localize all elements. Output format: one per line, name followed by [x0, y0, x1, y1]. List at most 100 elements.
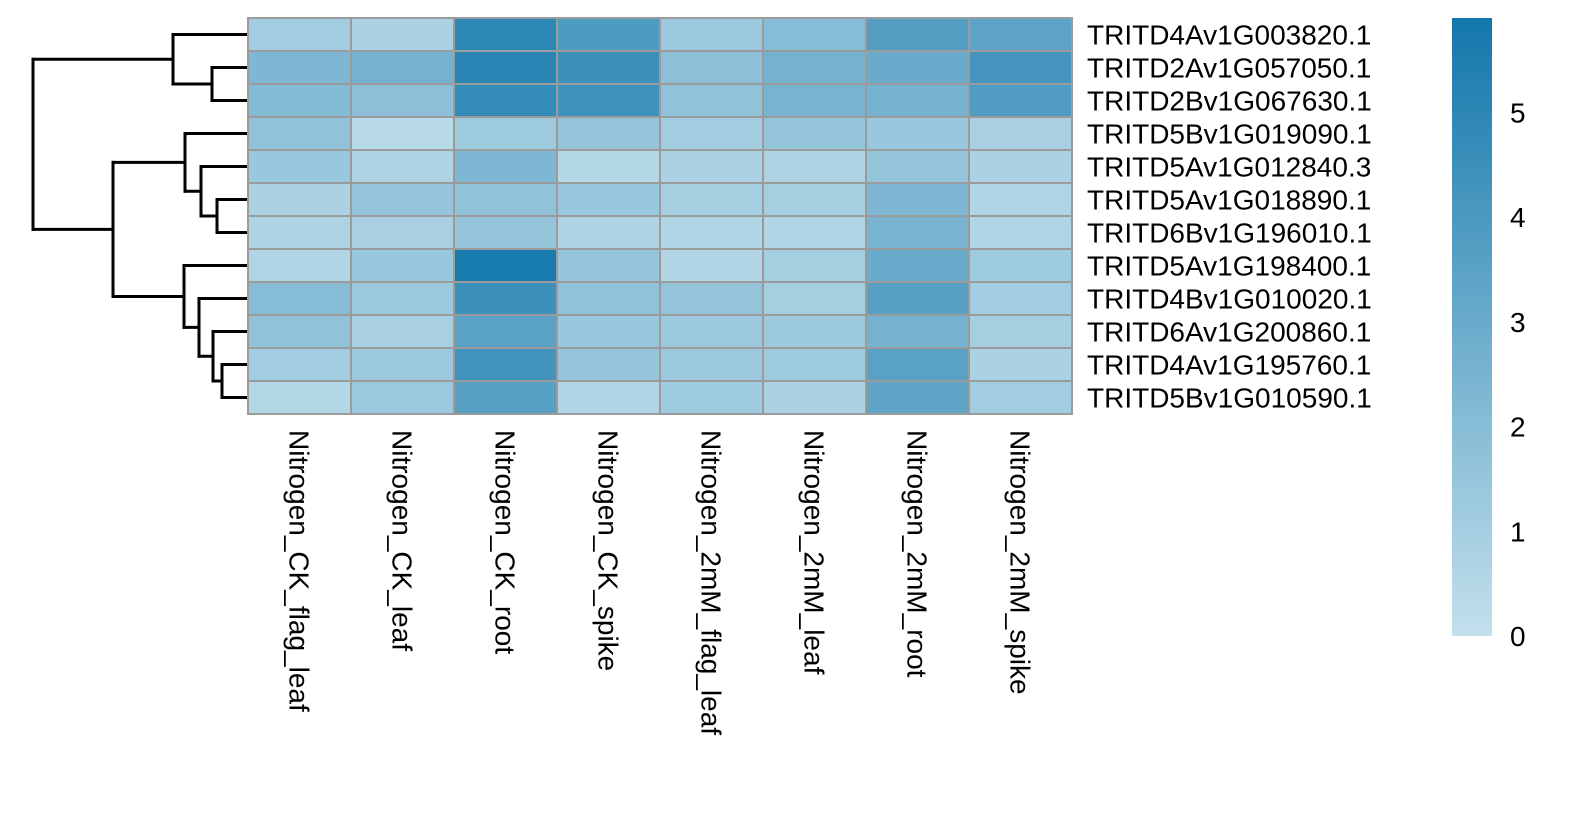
heatmap-cell: [247, 50, 352, 85]
heatmap-cell: [247, 347, 352, 382]
heatmap-cell: [865, 347, 970, 382]
heatmap-cell: [762, 314, 867, 349]
heatmap-cells: [247, 17, 1073, 415]
heatmap-cell: [556, 215, 661, 250]
legend-tick-label: 1: [1510, 516, 1526, 547]
heatmap-cell: [968, 215, 1073, 250]
heatmap-cell: [968, 314, 1073, 349]
heatmap-cell: [556, 182, 661, 217]
heatmap-cell: [453, 83, 558, 118]
heatmap-cell: [453, 281, 558, 316]
heatmap-cell: [762, 149, 867, 184]
heatmap-cell: [556, 149, 661, 184]
heatmap-cell: [247, 248, 352, 283]
heatmap-cell: [453, 50, 558, 85]
heatmap-cell: [350, 281, 455, 316]
heatmap-cell: [556, 248, 661, 283]
heatmap-cell: [350, 314, 455, 349]
row-label: TRITD2Av1G057050.1: [1087, 53, 1371, 84]
heatmap-cell: [659, 50, 764, 85]
heatmap-cell: [762, 17, 867, 52]
heatmap-cell: [350, 116, 455, 151]
legend-color-bar: [1452, 18, 1492, 636]
heatmap-cell: [659, 83, 764, 118]
heatmap-cell: [865, 380, 970, 415]
heatmap-cell: [762, 83, 867, 118]
heatmap-cell: [556, 314, 661, 349]
column-labels: Nitrogen_CK_flag_leaf Nitrogen_CK_leaf Nit…: [284, 430, 1036, 735]
heatmap-cell: [556, 83, 661, 118]
heatmap-cell: [350, 50, 455, 85]
heatmap-cell: [762, 50, 867, 85]
heatmap-cell: [865, 83, 970, 118]
heatmap-cell: [556, 380, 661, 415]
row-label: TRITD5Av1G198400.1: [1087, 251, 1371, 282]
heatmap-cell: [556, 50, 661, 85]
heatmap-cell: [968, 116, 1073, 151]
heatmap-cell: [659, 149, 764, 184]
heatmap-cell: [968, 281, 1073, 316]
column-label: Nitrogen_CK_leaf: [387, 430, 418, 651]
heatmap-cell: [659, 17, 764, 52]
heatmap-cell: [350, 215, 455, 250]
heatmap-cell: [659, 215, 764, 250]
heatmap-cell: [453, 314, 558, 349]
heatmap-cell: [659, 248, 764, 283]
heatmap-cell: [968, 149, 1073, 184]
heatmap-cell: [247, 215, 352, 250]
heatmap-cell: [556, 281, 661, 316]
legend-tick-label: 0: [1510, 621, 1526, 652]
heatmap-cell: [247, 149, 352, 184]
heatmap-cell: [350, 83, 455, 118]
row-label: TRITD5Av1G012840.3: [1087, 152, 1371, 183]
heatmap-cell: [453, 380, 558, 415]
heatmap-cell: [247, 380, 352, 415]
heatmap-cell: [350, 347, 455, 382]
heatmap-cell: [350, 248, 455, 283]
legend-tick-label: 3: [1510, 307, 1526, 338]
heatmap-cell: [865, 281, 970, 316]
heatmap-cell: [350, 380, 455, 415]
heatmap-cell: [968, 380, 1073, 415]
heatmap-cell: [762, 116, 867, 151]
heatmap-cell: [865, 182, 970, 217]
heatmap-cell: [453, 215, 558, 250]
heatmap-cell: [762, 182, 867, 217]
heatmap-cell: [350, 17, 455, 52]
row-label: TRITD5Bv1G019090.1: [1087, 119, 1372, 150]
heatmap-cell: [968, 17, 1073, 52]
column-label: Nitrogen_2mM_leaf: [799, 430, 830, 675]
legend-tick-label: 2: [1510, 412, 1526, 443]
row-label: TRITD6Av1G200860.1: [1087, 317, 1371, 348]
heatmap-cell: [453, 182, 558, 217]
row-dendrogram: [31, 33, 250, 399]
heatmap-cell: [247, 83, 352, 118]
heatmap-cell: [556, 17, 661, 52]
heatmap-cell: [659, 281, 764, 316]
heatmap-cell: [247, 116, 352, 151]
row-label: TRITD5Av1G018890.1: [1087, 185, 1371, 216]
column-label: Nitrogen_CK_spike: [593, 430, 624, 671]
heatmap-cell: [865, 149, 970, 184]
column-label: Nitrogen_CK_root: [490, 430, 521, 654]
row-label: TRITD4Av1G195760.1: [1087, 350, 1371, 381]
heatmap-cell: [762, 281, 867, 316]
row-label: TRITD5Bv1G010590.1: [1087, 383, 1372, 414]
heatmap-cell: [968, 182, 1073, 217]
heatmap-cell: [968, 83, 1073, 118]
row-label: TRITD6Bv1G196010.1: [1087, 218, 1372, 249]
heatmap-cell: [865, 17, 970, 52]
heatmap-cell: [453, 347, 558, 382]
heatmap-cell: [247, 281, 352, 316]
heatmap-cell: [247, 314, 352, 349]
row-label: TRITD4Av1G003820.1: [1087, 20, 1371, 51]
heatmap-cell: [659, 380, 764, 415]
heatmap-cell: [762, 380, 867, 415]
heatmap-cell: [453, 149, 558, 184]
heatmap-cell: [865, 314, 970, 349]
column-label: Nitrogen_CK_flag_leaf: [284, 430, 315, 712]
heatmap-cell: [865, 50, 970, 85]
column-label: Nitrogen_2mM_root: [902, 430, 933, 678]
